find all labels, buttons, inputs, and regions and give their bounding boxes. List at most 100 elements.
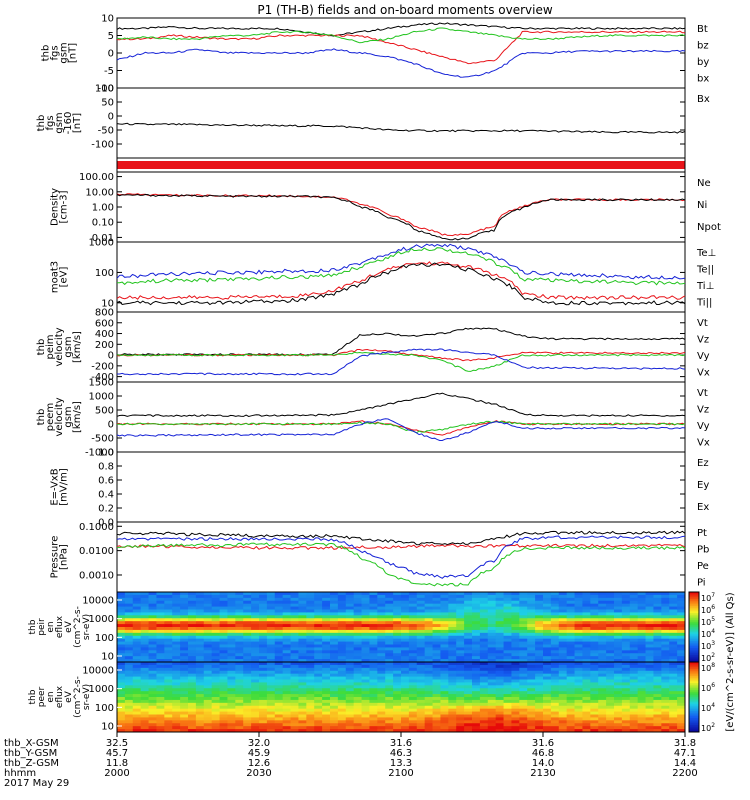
spectrogram-cell (259, 708, 268, 712)
spectrogram-cell (140, 644, 149, 648)
spectrogram-cell (550, 662, 560, 666)
spectrogram-cell (298, 729, 307, 733)
spectrogram-cell (385, 592, 394, 596)
legend-Te||: Te|| (696, 265, 714, 276)
spectrogram-cell (132, 679, 142, 683)
spectrogram-cell (637, 644, 646, 648)
spectrogram-cell (448, 723, 457, 727)
spectrogram-cell (416, 638, 426, 642)
series-line-Vx (117, 348, 686, 376)
spectrogram-cell (290, 673, 299, 677)
spectrogram-cell (503, 659, 512, 663)
spectrogram-cell (472, 670, 481, 675)
series-line-Ti⊥ (116, 243, 686, 280)
spectrogram-cell (188, 592, 197, 596)
spectrogram-cell (164, 638, 173, 642)
spectrogram-cell (590, 606, 599, 610)
spectrogram-cell (464, 667, 473, 672)
spectrogram-cell (401, 592, 410, 596)
spectrogram-cell (314, 697, 323, 701)
spectrogram-cell (598, 714, 607, 718)
spectrogram-cell (424, 638, 433, 642)
spectrogram-cell (661, 691, 670, 695)
spectrogram-cell (653, 612, 662, 616)
spectrogram-cell (124, 618, 134, 622)
spectrogram-cell (408, 635, 418, 640)
spectrogram-cell (259, 627, 268, 631)
spectrogram-cell (614, 606, 623, 610)
spectrogram-cell (653, 635, 662, 640)
spectrogram-cell (274, 641, 284, 645)
spectrogram-cell (582, 603, 591, 607)
legend-Ti||: Ti|| (696, 298, 712, 309)
spectrogram-cell (472, 662, 481, 666)
spectrogram-cell (172, 647, 181, 651)
spectrogram-cell (637, 629, 646, 634)
spectrogram-cell (322, 627, 331, 631)
spectrogram-cell (306, 720, 315, 724)
spectrogram-cell (598, 600, 607, 605)
spectrogram-cell (235, 612, 244, 616)
spectrogram-cell (259, 600, 268, 605)
spectrogram-cell (661, 673, 670, 677)
spectrogram-cell (629, 647, 639, 651)
spectrogram-cell (456, 600, 465, 605)
spectrogram-cell (621, 612, 631, 616)
spectrogram-cell (566, 667, 575, 672)
spectrogram-cell (416, 653, 426, 657)
spectrogram-cell (598, 711, 607, 715)
spectrogram-cell (424, 662, 433, 666)
spectrogram-cell (148, 624, 157, 628)
spectrogram-cell (393, 632, 402, 637)
spectrogram-cell (219, 600, 228, 605)
spectrogram-cell (511, 632, 520, 637)
spectrogram-cell (164, 594, 173, 599)
spectrogram-cell (637, 714, 646, 718)
spectrogram-cell (550, 723, 560, 727)
spectrogram-cell (424, 694, 433, 698)
spectrogram-cell (629, 726, 639, 730)
spectrogram-cell (345, 676, 355, 680)
y-axis-label: [nT] (72, 113, 83, 133)
spectrogram-cell (614, 624, 623, 628)
spectrogram-cell (543, 676, 552, 680)
spectrogram-cell (558, 641, 568, 645)
spectrogram-cell (361, 723, 370, 727)
spectrogram-cell (621, 697, 631, 701)
spectrogram-cell (543, 641, 552, 645)
spectrogram-cell (432, 664, 441, 669)
spectrogram-cell (235, 679, 244, 683)
spectrogram-cell (124, 694, 134, 698)
y-tick-label: 500 (95, 406, 114, 417)
spectrogram-cell (164, 597, 173, 602)
spectrogram-cell (164, 656, 173, 660)
spectrogram-cell (582, 606, 591, 610)
spectrogram-cell (558, 647, 568, 651)
spectrogram-cell (282, 729, 291, 733)
spectrogram-cell (235, 650, 244, 654)
spectrogram-cell (117, 600, 126, 605)
spectrogram-cell (629, 615, 639, 619)
spectrogram-cell (345, 685, 355, 689)
spectrogram-cell (598, 723, 607, 727)
spectrogram-cell (479, 688, 489, 692)
spectrogram-cell (550, 702, 560, 707)
spectrogram-cell (677, 627, 686, 631)
spectrogram-cell (251, 679, 260, 683)
spectrogram-cell (535, 606, 544, 610)
spectrogram-cell (669, 659, 678, 663)
spectrogram-cell (637, 720, 646, 724)
spectrogram-cell (464, 699, 473, 704)
spectrogram-cell (590, 659, 599, 663)
spectrogram-cell (203, 635, 213, 640)
spectrogram-cell (298, 594, 307, 599)
spectrogram-cell (566, 618, 575, 622)
spectrogram-cell (306, 670, 315, 675)
spectrogram-cell (330, 644, 339, 648)
spectrogram-cell (266, 650, 276, 654)
spectrogram-cell (464, 647, 473, 651)
spectrogram-cell (511, 647, 520, 651)
spectrogram-cell (330, 594, 339, 599)
spectrogram-cell (653, 711, 662, 715)
